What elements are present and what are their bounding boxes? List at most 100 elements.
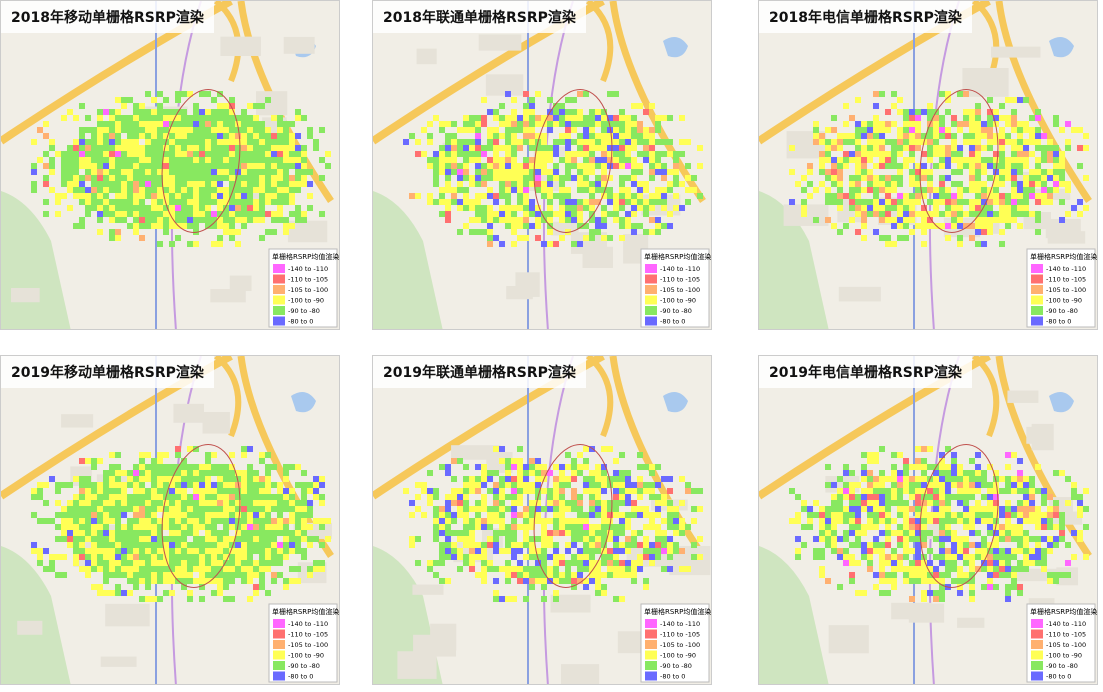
heat-cell	[97, 458, 103, 464]
heat-cell	[241, 211, 247, 217]
heat-cell	[283, 518, 289, 524]
heat-cell	[217, 554, 223, 560]
heat-cell	[265, 590, 271, 596]
heat-cell	[127, 500, 133, 506]
heat-cell	[897, 181, 903, 187]
heat-cell	[97, 115, 103, 121]
heat-cell	[969, 187, 975, 193]
heat-cell	[97, 229, 103, 235]
heat-cell	[921, 133, 927, 139]
heat-cell	[631, 512, 637, 518]
heat-cell	[259, 536, 265, 542]
heat-cell	[547, 97, 553, 103]
heat-cell	[849, 524, 855, 530]
heat-cell	[915, 139, 921, 145]
heat-cell	[145, 464, 151, 470]
heat-cell	[837, 500, 843, 506]
heat-cell	[133, 217, 139, 223]
heat-cell	[1017, 506, 1023, 512]
heat-cell	[619, 181, 625, 187]
heat-cell	[85, 476, 91, 482]
heat-cell	[661, 205, 667, 211]
heat-cell	[85, 530, 91, 536]
heat-cell	[457, 199, 463, 205]
heat-cell	[987, 512, 993, 518]
heat-cell	[211, 121, 217, 127]
heat-cell	[277, 181, 283, 187]
heat-cell	[867, 169, 873, 175]
heat-cell	[517, 578, 523, 584]
heat-cell	[1023, 566, 1029, 572]
heat-cell	[223, 584, 229, 590]
heat-cell	[987, 530, 993, 536]
heat-cell	[193, 512, 199, 518]
heat-cell	[903, 223, 909, 229]
heat-cell	[97, 187, 103, 193]
heat-cell	[697, 536, 703, 542]
heat-cell	[271, 133, 277, 139]
heat-cell	[505, 476, 511, 482]
heat-cell	[885, 241, 891, 247]
heat-cell	[1029, 554, 1035, 560]
heat-cell	[631, 560, 637, 566]
heat-cell	[319, 476, 325, 482]
heat-cell	[867, 524, 873, 530]
legend-swatch	[273, 671, 285, 681]
heat-cell	[175, 115, 181, 121]
heat-cell	[619, 530, 625, 536]
heat-cell	[283, 157, 289, 163]
heat-cell	[445, 211, 451, 217]
heat-cell	[67, 163, 73, 169]
heat-cell	[1053, 175, 1059, 181]
heat-cell	[493, 157, 499, 163]
heat-cell	[577, 548, 583, 554]
heat-cell	[229, 181, 235, 187]
heat-cell	[1005, 157, 1011, 163]
heat-cell	[897, 500, 903, 506]
heat-cell	[649, 199, 655, 205]
heat-cell	[951, 458, 957, 464]
heat-cell	[79, 548, 85, 554]
heat-cell	[103, 494, 109, 500]
heat-cell	[199, 488, 205, 494]
heat-cell	[975, 127, 981, 133]
heat-cell	[577, 554, 583, 560]
heat-cell	[987, 115, 993, 121]
heat-cell	[981, 229, 987, 235]
heat-cell	[619, 500, 625, 506]
heat-cell	[619, 470, 625, 476]
heat-cell	[1053, 542, 1059, 548]
heat-cell	[151, 530, 157, 536]
heat-cell	[247, 524, 253, 530]
heat-cell	[975, 241, 981, 247]
heat-cell	[223, 572, 229, 578]
heat-cell	[307, 572, 313, 578]
heat-cell	[981, 193, 987, 199]
heat-cell	[945, 530, 951, 536]
heat-cell	[259, 482, 265, 488]
heat-cell	[487, 560, 493, 566]
heat-cell	[271, 578, 277, 584]
heat-cell	[457, 536, 463, 542]
heat-cell	[849, 482, 855, 488]
heat-cell	[199, 476, 205, 482]
heat-cell	[505, 217, 511, 223]
heat-cell	[403, 488, 409, 494]
heat-cell	[891, 103, 897, 109]
heat-cell	[667, 500, 673, 506]
heat-cell	[151, 536, 157, 542]
heat-cell	[187, 223, 193, 229]
heat-cell	[945, 494, 951, 500]
heat-cell	[1023, 151, 1029, 157]
legend-swatch	[273, 640, 285, 649]
heat-cell	[115, 572, 121, 578]
heat-cell	[831, 163, 837, 169]
heat-cell	[283, 548, 289, 554]
heat-cell	[517, 512, 523, 518]
heat-cell	[457, 187, 463, 193]
heat-cell	[79, 488, 85, 494]
heat-cell	[843, 512, 849, 518]
road	[995, 356, 1092, 558]
heat-cell	[673, 163, 679, 169]
heat-cell	[583, 464, 589, 470]
